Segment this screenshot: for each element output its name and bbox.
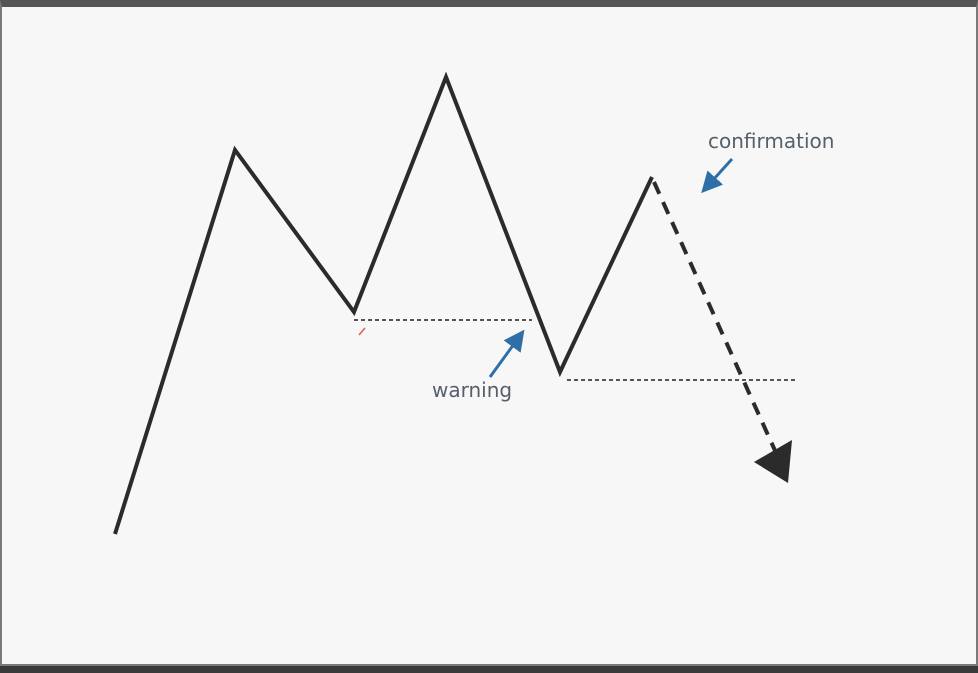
head-and-shoulders-diagram: warning confirmation: [113, 71, 834, 535]
price-path: [113, 71, 654, 535]
confirmation-label: confirmation: [708, 129, 834, 153]
warning-label: warning: [432, 378, 512, 402]
small-red-mark: [358, 327, 366, 336]
confirmation-arrow: [701, 157, 734, 194]
projected-drop-arrowhead: [754, 440, 792, 483]
projected-drop-line: [652, 181, 779, 456]
warning-arrow: [488, 329, 525, 378]
